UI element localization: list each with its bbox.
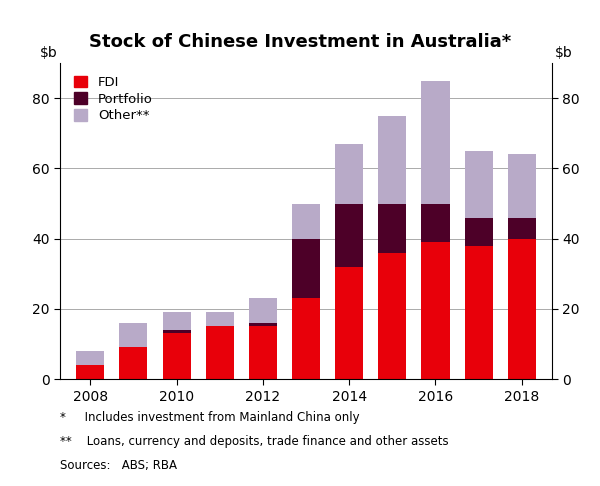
Bar [163, 333, 191, 379]
Bar [76, 365, 104, 379]
Bar [335, 267, 363, 379]
Bar [421, 204, 449, 242]
Text: $b: $b [554, 46, 572, 60]
Text: Stock of Chinese Investment in Australia*: Stock of Chinese Investment in Australia… [89, 33, 511, 51]
Bar [378, 204, 406, 253]
Bar [163, 330, 191, 333]
Bar [292, 204, 320, 239]
Bar [378, 116, 406, 204]
Bar [464, 151, 493, 218]
Bar [249, 323, 277, 327]
Bar [163, 312, 191, 330]
Bar [464, 218, 493, 246]
Bar [249, 298, 277, 323]
Bar [119, 347, 148, 379]
Bar [292, 239, 320, 298]
Bar [292, 298, 320, 379]
Bar [335, 204, 363, 267]
Bar [508, 239, 536, 379]
Bar [464, 246, 493, 379]
Bar [206, 312, 234, 327]
Bar [76, 351, 104, 365]
Bar [508, 155, 536, 218]
Bar [421, 242, 449, 379]
Bar [249, 327, 277, 379]
Text: *     Includes investment from Mainland China only: * Includes investment from Mainland Chin… [60, 411, 359, 424]
Bar [508, 218, 536, 239]
Bar [378, 253, 406, 379]
Text: **    Loans, currency and deposits, trade finance and other assets: ** Loans, currency and deposits, trade f… [60, 435, 449, 448]
Bar [335, 144, 363, 204]
Bar [421, 81, 449, 204]
Bar [206, 327, 234, 379]
Text: Sources:   ABS; RBA: Sources: ABS; RBA [60, 459, 177, 472]
Text: $b: $b [40, 46, 58, 60]
Bar [119, 323, 148, 347]
Legend: FDI, Portfolio, Other**: FDI, Portfolio, Other** [71, 73, 155, 125]
